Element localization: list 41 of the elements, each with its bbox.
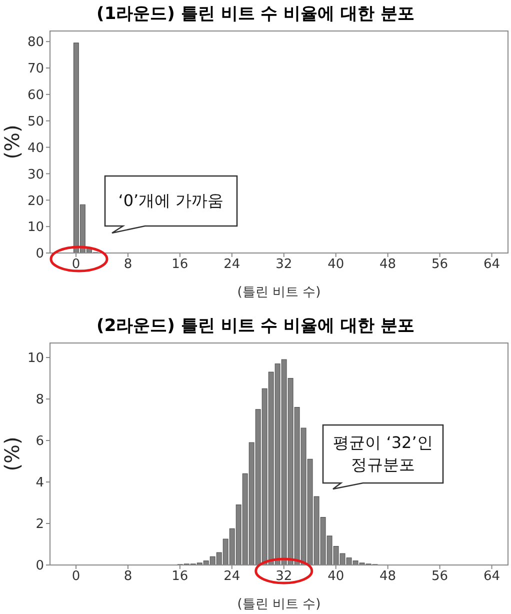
annotation: 평균이 ‘32’인 정규분포 bbox=[332, 432, 434, 476]
y-axis-title: (%) bbox=[0, 436, 24, 472]
x-tick-label: 0 bbox=[72, 569, 80, 584]
x-tick-label: 40 bbox=[328, 569, 344, 584]
x-tick-label: 32 bbox=[276, 257, 292, 272]
x-tick-label: 64 bbox=[483, 569, 500, 584]
x-tick-label: 48 bbox=[380, 257, 396, 272]
y-tick-label: 30 bbox=[27, 167, 44, 182]
x-tick-label: 16 bbox=[172, 569, 188, 584]
y-tick-label: 10 bbox=[27, 351, 44, 366]
annotation: ‘0’개에 가까움 bbox=[117, 190, 225, 212]
x-tick-label: 56 bbox=[432, 569, 448, 584]
y-tick-label: 50 bbox=[27, 114, 44, 130]
x-tick-label: 48 bbox=[380, 569, 396, 584]
x-tick-label: 56 bbox=[432, 257, 448, 272]
y-tick-label: 20 bbox=[27, 194, 44, 209]
y-axis-title: (%) bbox=[0, 124, 24, 160]
x-tick-label: 16 bbox=[172, 257, 188, 272]
chart-title: (2라운드) 틀린 비트 수 비율에 대한 분포 bbox=[96, 315, 416, 338]
x-axis-title: (틀린 비트 수) bbox=[237, 285, 321, 300]
x-tick-label: 24 bbox=[224, 569, 240, 584]
x-tick-label: 64 bbox=[483, 257, 500, 272]
x-tick-label: 0 bbox=[72, 257, 80, 272]
chart-title: (1라운드) 틀린 비트 수 비율에 대한 분포 bbox=[96, 3, 416, 26]
y-tick-label: 10 bbox=[27, 220, 44, 236]
x-tick-label: 8 bbox=[124, 257, 132, 272]
y-tick-label: 60 bbox=[27, 88, 44, 104]
x-axis-title: (틀린 비트 수) bbox=[237, 597, 321, 612]
y-tick-label: 6 bbox=[36, 434, 44, 450]
y-tick-label: 70 bbox=[27, 62, 44, 77]
y-tick-label: 80 bbox=[27, 35, 44, 50]
y-tick-label: 2 bbox=[36, 517, 44, 532]
y-tick-label: 0 bbox=[36, 558, 44, 574]
y-tick-label: 8 bbox=[36, 392, 44, 408]
x-tick-label: 24 bbox=[224, 257, 240, 272]
x-tick-label: 32 bbox=[276, 569, 292, 584]
y-tick-label: 40 bbox=[27, 140, 44, 156]
x-tick-label: 40 bbox=[328, 257, 344, 272]
y-tick-label: 4 bbox=[36, 476, 44, 491]
x-tick-label: 8 bbox=[124, 569, 132, 584]
y-tick-label: 0 bbox=[36, 246, 44, 262]
